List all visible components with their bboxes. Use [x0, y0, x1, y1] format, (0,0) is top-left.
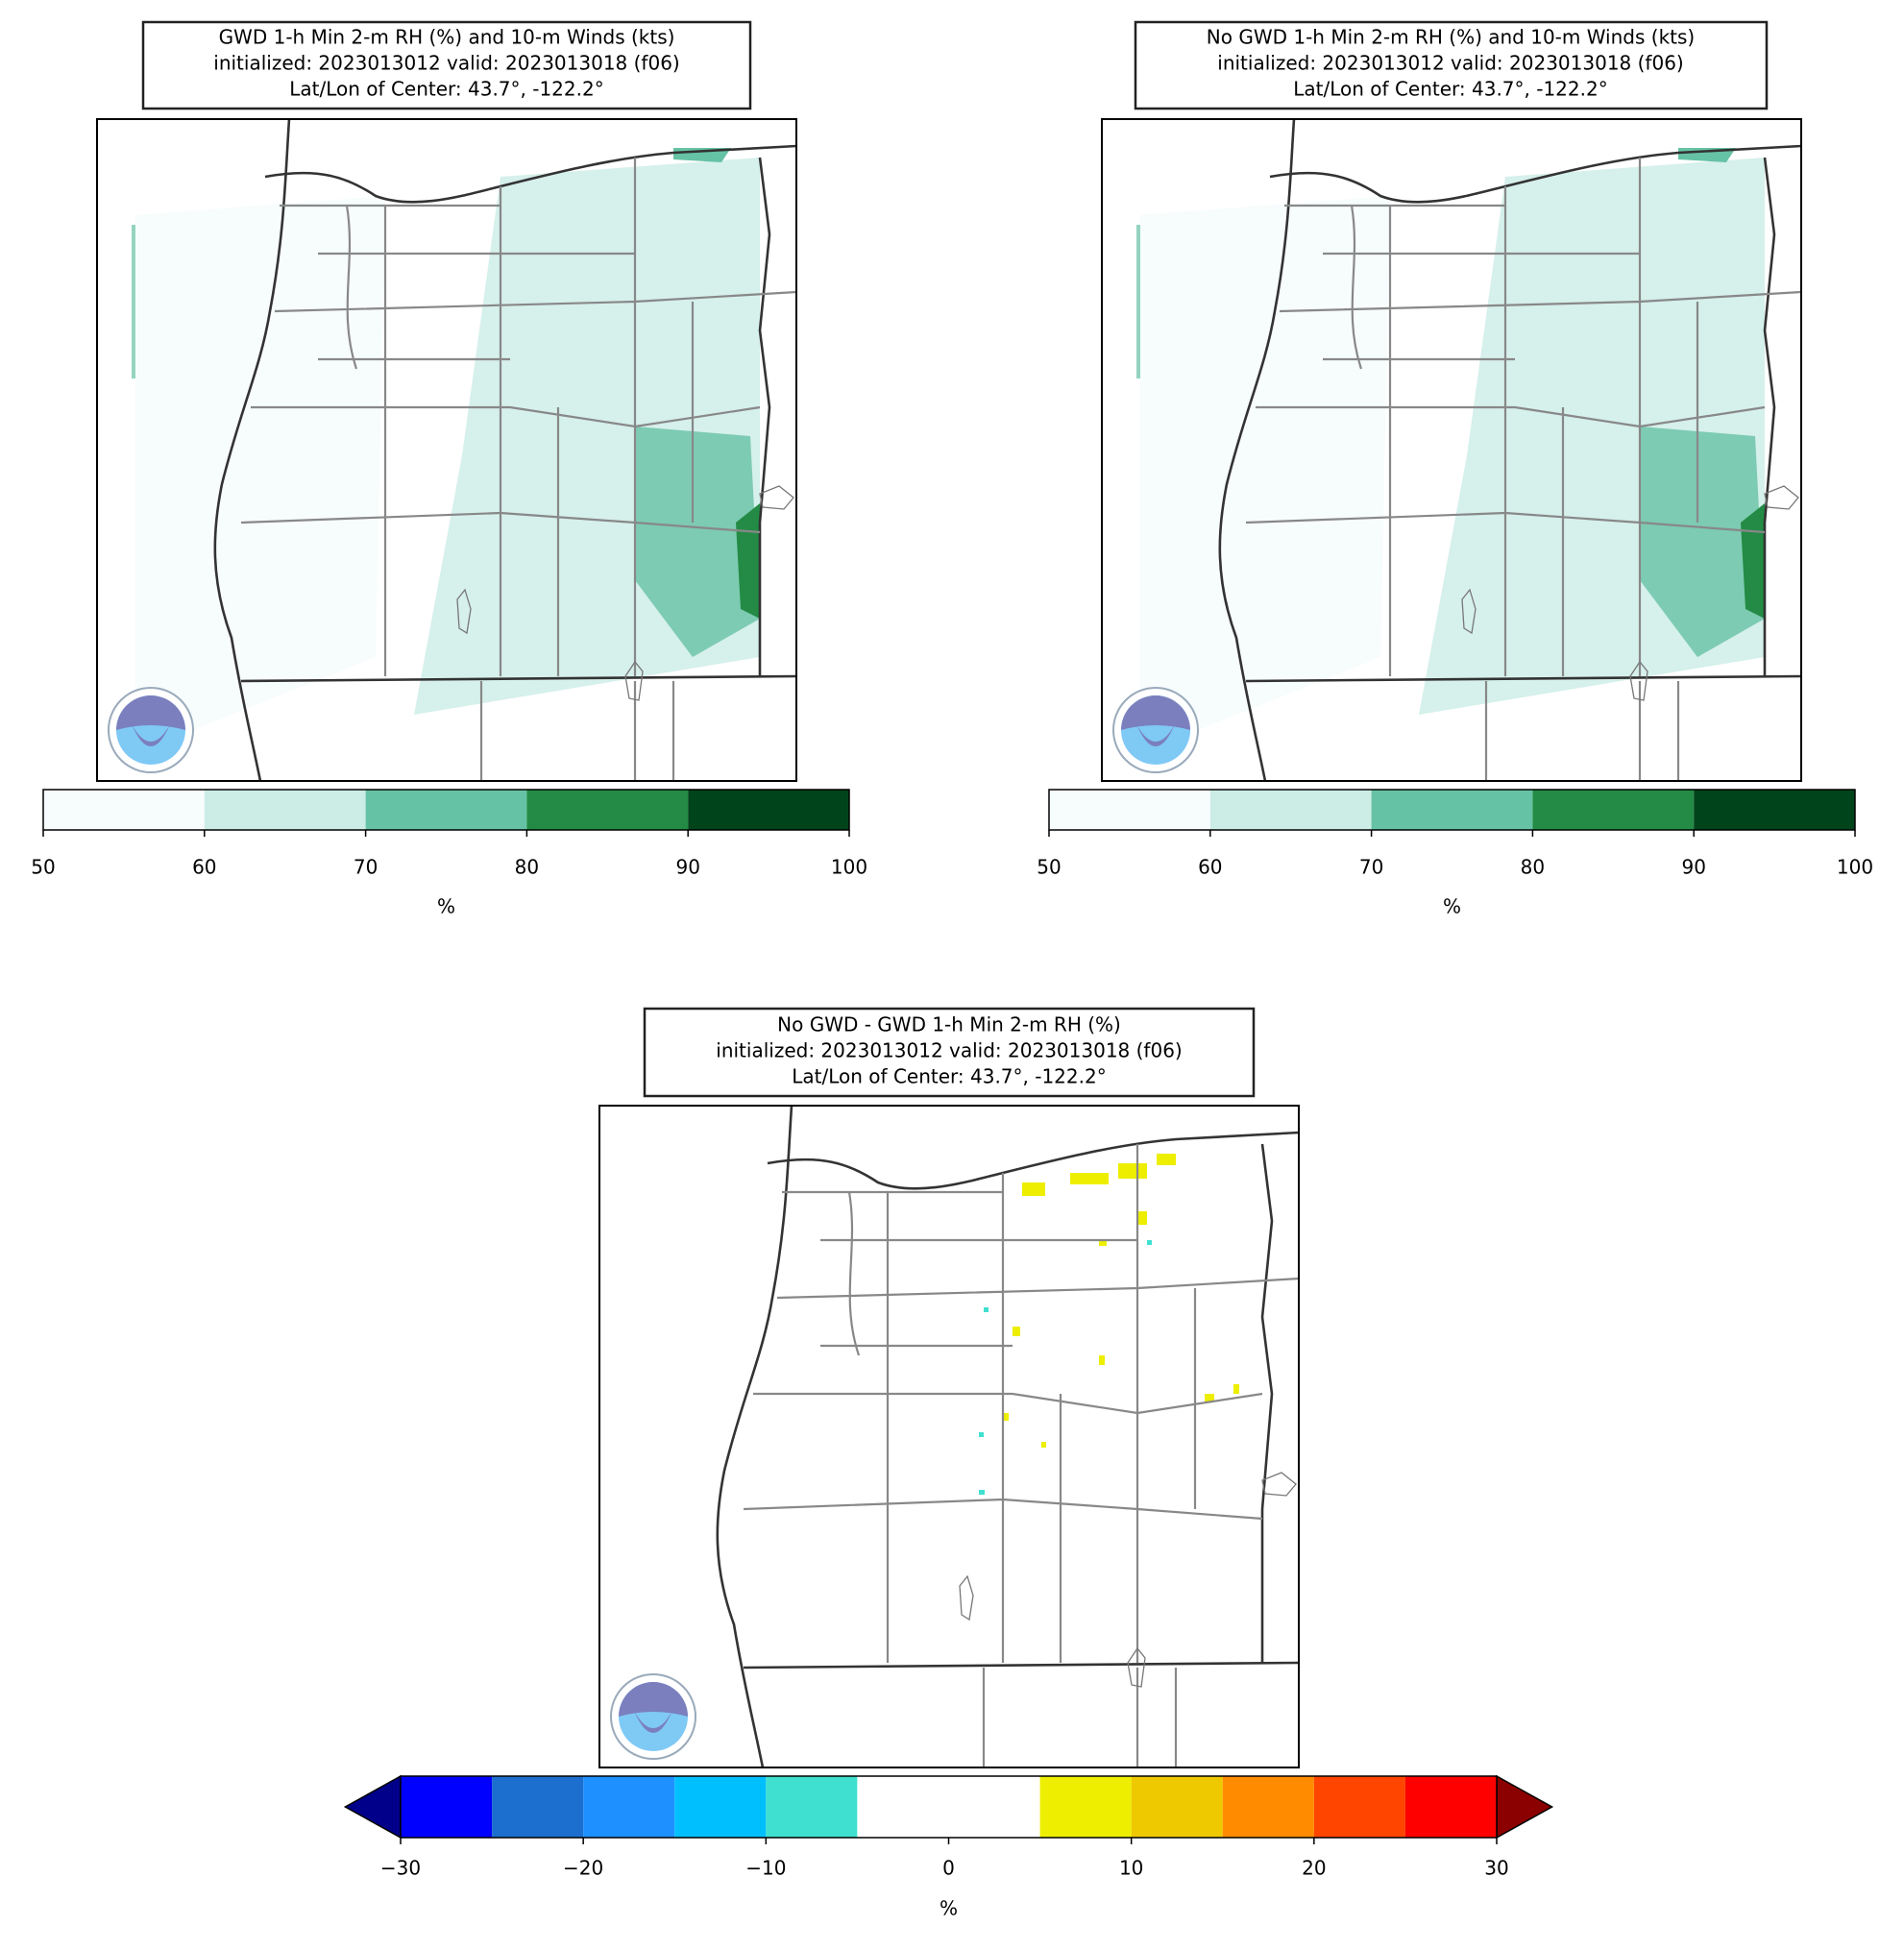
title-line: Lat/Lon of Center: 43.7°, -122.2° [289, 78, 603, 101]
colorbar-bin [583, 1776, 675, 1838]
colorbar-tick-label: 10 [1119, 1857, 1143, 1880]
colorbar-bin [492, 1776, 584, 1838]
title-line: No GWD 1-h Min 2-m RH (%) and 10-m Winds… [1207, 26, 1695, 49]
colorbar-frame [42, 789, 850, 831]
colorbar-bin [365, 790, 527, 830]
colorbar-bin [401, 1776, 493, 1838]
colorbar-tick-label: 100 [1837, 856, 1873, 879]
colorbar-bin [204, 790, 366, 830]
map [1100, 117, 1803, 783]
colorbar-label: % [437, 895, 455, 918]
title-box [1134, 20, 1769, 110]
colorbar-tick-label: 60 [1198, 856, 1222, 879]
map [598, 1104, 1301, 1769]
colorbar-tick-label: 100 [831, 856, 867, 879]
colorbar-tick-label: 30 [1484, 1857, 1508, 1880]
title-box [643, 1007, 1256, 1098]
title-line: initialized: 2023013012 valid: 202301301… [213, 52, 679, 75]
colorbar-bin [948, 1776, 1040, 1838]
colorbar-label: % [1443, 895, 1461, 918]
colorbar-bin [43, 790, 205, 830]
colorbar-tick-label: 70 [354, 856, 378, 879]
colorbar-frame [1048, 789, 1856, 831]
title-line: GWD 1-h Min 2-m RH (%) and 10-m Winds (k… [219, 26, 675, 49]
colorbar-bin [1209, 790, 1372, 830]
colorbar-tick-label: 0 [942, 1857, 955, 1880]
panel-2: No GWD 1-h Min 2-m RH (%) and 10-m Winds… [1100, 20, 1803, 783]
colorbar-bin [1222, 1776, 1314, 1838]
colorbar-tick-label: 70 [1359, 856, 1383, 879]
colorbar-tick-label: 20 [1302, 1857, 1326, 1880]
title-box [141, 20, 752, 110]
title-line: Lat/Lon of Center: 43.7°, -122.2° [1293, 78, 1607, 101]
colorbar-bin [857, 1776, 949, 1838]
colorbar-tick-label: 50 [1037, 856, 1061, 879]
colorbar-bin [1371, 790, 1533, 830]
colorbar-bin [1039, 1776, 1132, 1838]
colorbar-extend-over [1496, 1774, 1554, 1840]
colorbar-bin [1049, 790, 1210, 830]
colorbar-bin [526, 790, 689, 830]
colorbar-tick-label: −20 [563, 1857, 603, 1880]
colorbar-bin [688, 790, 849, 830]
colorbar-tick-label: −30 [380, 1857, 421, 1880]
colorbar-bin [1131, 1776, 1223, 1838]
colorbar-tick-label: 90 [1681, 856, 1705, 879]
panel-1: GWD 1-h Min 2-m RH (%) and 10-m Winds (k… [95, 20, 798, 783]
colorbar-tick-label: 80 [515, 856, 539, 879]
title-line: Lat/Lon of Center: 43.7°, -122.2° [792, 1065, 1106, 1088]
colorbar-extend-under [343, 1774, 402, 1840]
colorbar-tick-label: −10 [745, 1857, 786, 1880]
panel-3: No GWD - GWD 1-h Min 2-m RH (%) initiali… [598, 1007, 1301, 1769]
colorbar-tick-label: 60 [192, 856, 216, 879]
colorbar-tick-label: 80 [1521, 856, 1545, 879]
title-line: initialized: 2023013012 valid: 202301301… [716, 1039, 1182, 1062]
colorbar-label: % [940, 1897, 958, 1920]
colorbar-bin [674, 1776, 767, 1838]
colorbar-bin [1404, 1776, 1497, 1838]
colorbar-bin [1313, 1776, 1405, 1838]
colorbar-tick-label: 90 [675, 856, 699, 879]
colorbar-bin [1532, 790, 1695, 830]
map [95, 117, 798, 783]
title-line: No GWD - GWD 1-h Min 2-m RH (%) [777, 1013, 1121, 1036]
colorbar-bin [1694, 790, 1855, 830]
title-line: initialized: 2023013012 valid: 202301301… [1217, 52, 1683, 75]
colorbar-bin [766, 1776, 858, 1838]
colorbar-tick-label: 50 [31, 856, 55, 879]
